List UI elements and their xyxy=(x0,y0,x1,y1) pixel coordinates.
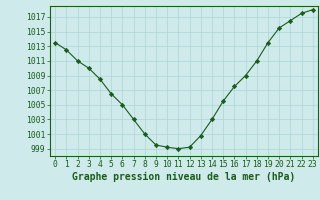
X-axis label: Graphe pression niveau de la mer (hPa): Graphe pression niveau de la mer (hPa) xyxy=(72,172,296,182)
